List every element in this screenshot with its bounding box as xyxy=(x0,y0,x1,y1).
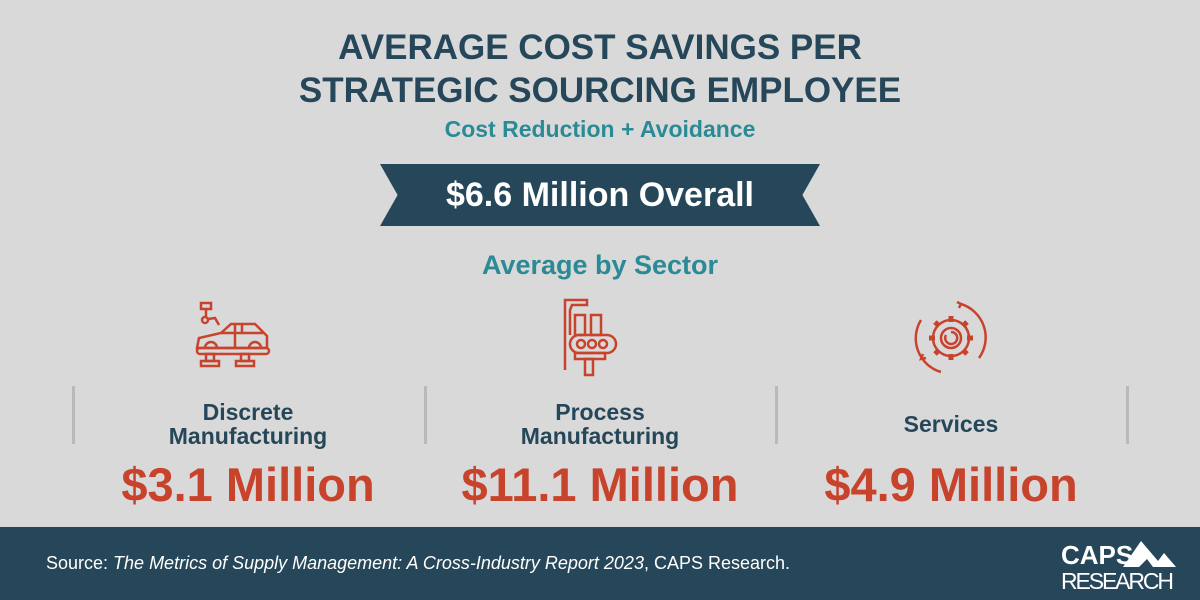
overall-banner: $6.6 Million Overall xyxy=(380,164,820,226)
sector-value: $4.9 Million xyxy=(824,458,1078,511)
subtitle: Cost Reduction + Avoidance xyxy=(444,116,756,142)
divider xyxy=(775,386,778,444)
footer: Source: The Metrics of Supply Management… xyxy=(0,527,1200,600)
caps-research-logo: CAPS RESEARCH xyxy=(1061,539,1176,594)
sector-services: Services $4.9 Million xyxy=(776,290,1126,512)
conveyor-icon xyxy=(425,290,775,385)
sector-discrete: Discrete Manufacturing $3.1 Million xyxy=(73,290,423,512)
sector-process: Process Manufacturing $11.1 Million xyxy=(425,290,775,512)
sector-label: Services xyxy=(903,411,999,437)
overall-value: $6.6 Million Overall xyxy=(445,175,754,214)
svg-text:RESEARCH: RESEARCH xyxy=(1061,568,1174,591)
title-line-2: STRATEGIC SOURCING EMPLOYEE xyxy=(298,71,902,110)
page-title: AVERAGE COST SAVINGS PER STRATEGIC SOURC… xyxy=(0,26,1200,112)
title-line-1: AVERAGE COST SAVINGS PER xyxy=(338,28,862,67)
gear-cycle-icon xyxy=(776,290,1126,385)
sector-value: $3.1 Million xyxy=(121,458,375,511)
svg-text:CAPS: CAPS xyxy=(1061,540,1133,570)
divider xyxy=(424,386,427,444)
sector-label: Discrete Manufacturing xyxy=(168,399,328,449)
sector-heading: Average by Sector xyxy=(481,250,719,280)
source-citation: Source: The Metrics of Supply Management… xyxy=(46,553,791,573)
sector-value: $11.1 Million xyxy=(461,458,739,511)
sector-label: Process Manufacturing xyxy=(520,399,680,449)
divider xyxy=(1126,386,1129,444)
divider xyxy=(72,386,75,444)
car-assembly-icon xyxy=(73,290,423,385)
